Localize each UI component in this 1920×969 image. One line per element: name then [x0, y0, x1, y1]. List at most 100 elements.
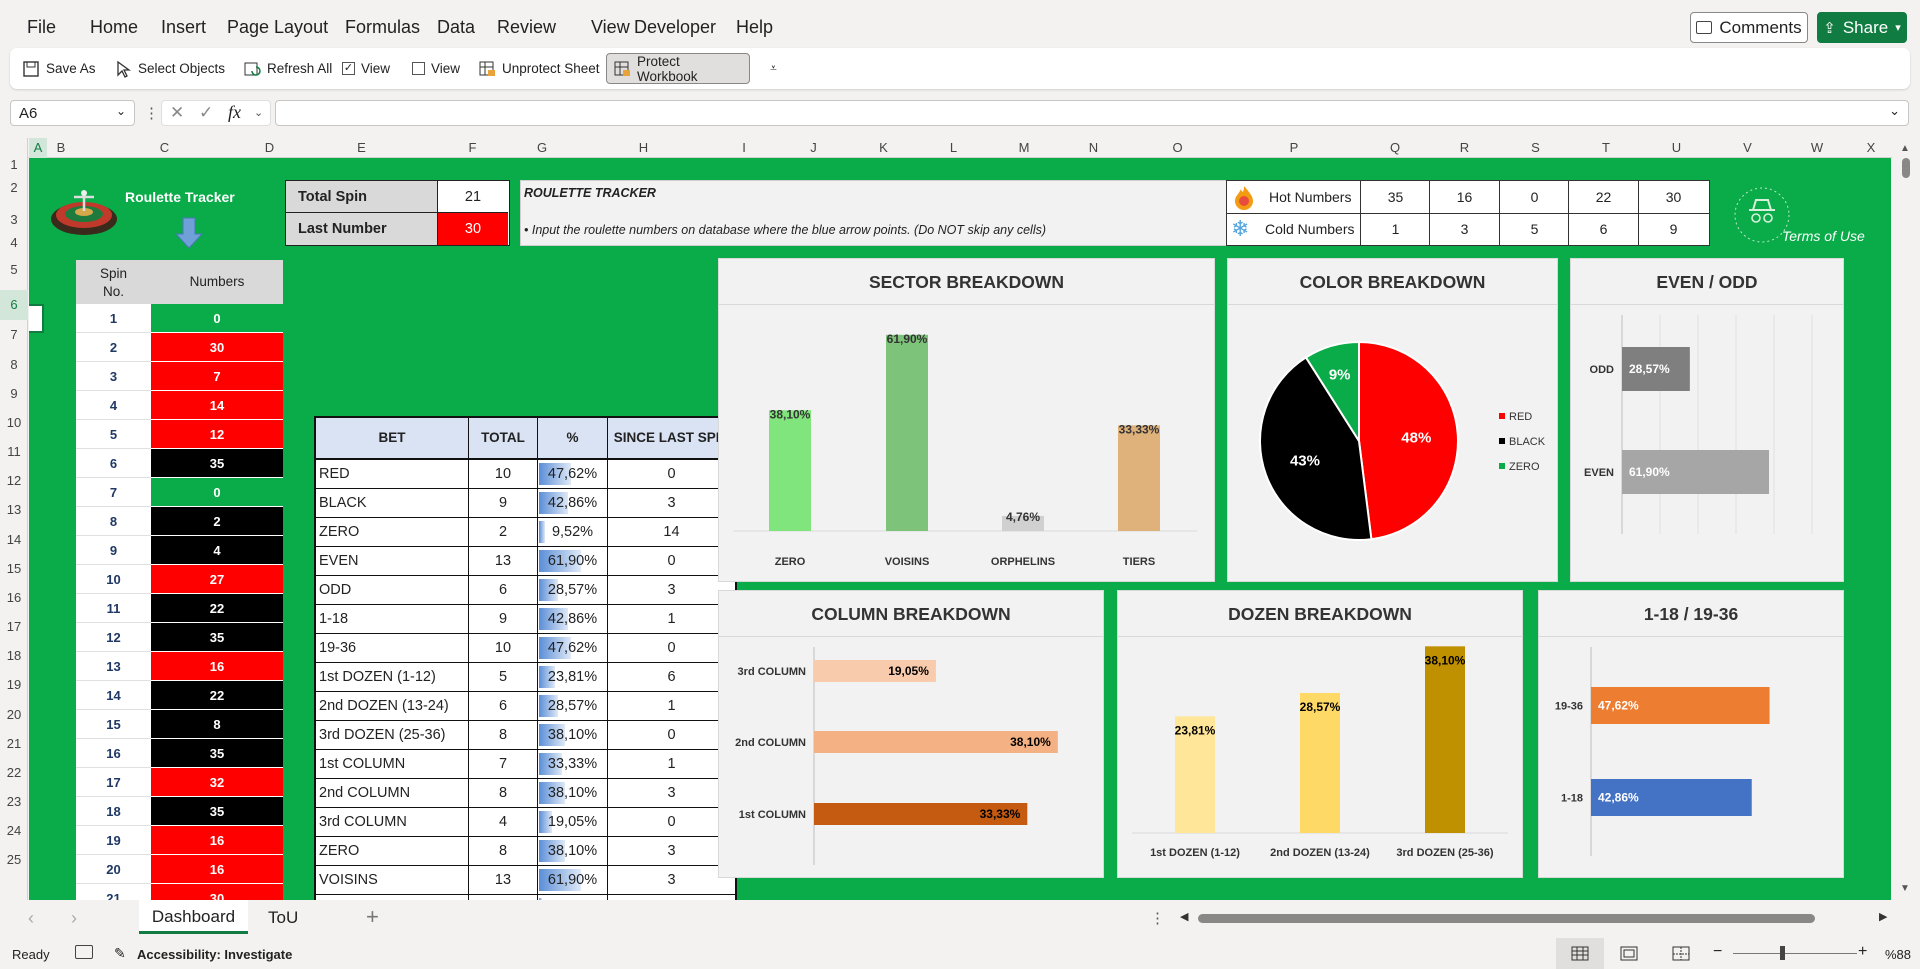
- page-layout-view-icon[interactable]: [1620, 946, 1638, 964]
- macro-record-icon[interactable]: [75, 945, 93, 959]
- menu-page-layout[interactable]: Page Layout: [227, 17, 329, 37]
- row-header-23[interactable]: 23: [6, 794, 22, 809]
- spin-result[interactable]: 35: [151, 623, 283, 652]
- row-header-18[interactable]: 18: [6, 648, 22, 663]
- share-button[interactable]: ⇪ Share ▾: [1817, 12, 1907, 43]
- save-as-button[interactable]: Save As: [16, 53, 102, 84]
- page-break-view-icon[interactable]: [1672, 946, 1690, 964]
- scroll-left-icon[interactable]: ◀: [1180, 911, 1189, 923]
- zoom-out-icon[interactable]: −: [1713, 943, 1723, 960]
- col-header-A[interactable]: A: [29, 138, 47, 158]
- row-header-6[interactable]: 6: [0, 290, 28, 320]
- spin-result[interactable]: 12: [151, 420, 283, 449]
- add-sheet-icon[interactable]: +: [366, 904, 379, 929]
- col-header-D[interactable]: D: [264, 140, 275, 155]
- comments-button[interactable]: Comments: [1690, 12, 1808, 43]
- expand-formula-icon[interactable]: ⌄: [1889, 103, 1900, 118]
- spin-result[interactable]: 8: [151, 710, 283, 739]
- vertical-scrollbar[interactable]: ▲ ▼: [1892, 138, 1920, 900]
- name-box[interactable]: A6 ⌄: [10, 100, 135, 126]
- scroll-up-icon[interactable]: ▲: [1900, 143, 1910, 154]
- spin-result[interactable]: 22: [151, 594, 283, 623]
- row-header-25[interactable]: 25: [6, 852, 22, 867]
- spin-result[interactable]: 16: [151, 652, 283, 681]
- row-header-2[interactable]: 2: [10, 180, 18, 195]
- col-header-F[interactable]: F: [468, 140, 477, 155]
- insert-function-icon[interactable]: fx: [228, 102, 241, 122]
- spin-result[interactable]: 7: [151, 362, 283, 391]
- menu-insert[interactable]: Insert: [161, 17, 207, 37]
- col-header-N[interactable]: N: [1088, 140, 1099, 155]
- col-header-P[interactable]: P: [1289, 140, 1299, 155]
- row-header-19[interactable]: 19: [6, 677, 22, 692]
- row-header-12[interactable]: 12: [6, 473, 22, 488]
- col-header-H[interactable]: H: [638, 140, 649, 155]
- spin-result[interactable]: 32: [151, 768, 283, 797]
- row-header-17[interactable]: 17: [6, 619, 22, 634]
- enter-icon[interactable]: ✓: [199, 103, 214, 122]
- view-checkbox[interactable]: View: [406, 53, 466, 84]
- col-header-C[interactable]: C: [159, 140, 170, 155]
- col-header-V[interactable]: V: [1743, 140, 1752, 155]
- scroll-down-icon[interactable]: ▼: [1900, 883, 1910, 894]
- spin-result[interactable]: 27: [151, 565, 283, 594]
- active-cell[interactable]: [29, 304, 44, 333]
- terms-of-use-link[interactable]: Terms of Use: [1782, 228, 1865, 244]
- menu-help[interactable]: Help: [736, 17, 774, 37]
- prev-sheet-icon[interactable]: ‹: [28, 908, 34, 928]
- col-header-O[interactable]: O: [1172, 140, 1183, 155]
- menu-file[interactable]: File: [27, 17, 57, 37]
- col-header-U[interactable]: U: [1671, 140, 1682, 155]
- select-all-corner[interactable]: [0, 138, 28, 158]
- row-header-15[interactable]: 15: [6, 561, 22, 576]
- chevron-down-icon[interactable]: ▾: [1895, 22, 1901, 34]
- col-header-S[interactable]: S: [1531, 140, 1540, 155]
- row-header-20[interactable]: 20: [6, 707, 22, 722]
- protect-workbook-button[interactable]: Protect Workbook: [606, 53, 750, 84]
- select-objects-button[interactable]: Select Objects: [108, 53, 231, 84]
- zoom-in-icon[interactable]: +: [1858, 943, 1868, 960]
- spin-result[interactable]: 0: [151, 478, 283, 507]
- col-header-R[interactable]: R: [1459, 140, 1470, 155]
- spin-result[interactable]: 4: [151, 536, 283, 565]
- col-header-M[interactable]: M: [1018, 140, 1030, 155]
- hscroll-thumb[interactable]: [1198, 914, 1815, 923]
- row-header-4[interactable]: 4: [10, 235, 18, 250]
- spin-result[interactable]: 30: [151, 333, 283, 362]
- row-header-16[interactable]: 16: [6, 590, 22, 605]
- formula-input[interactable]: ⌄: [275, 100, 1909, 126]
- row-header-24[interactable]: 24: [6, 823, 22, 838]
- spin-result[interactable]: 16: [151, 826, 283, 855]
- scroll-right-icon[interactable]: ▶: [1879, 911, 1888, 923]
- menu-view[interactable]: View: [591, 17, 630, 37]
- spin-result[interactable]: 0: [151, 304, 283, 333]
- refresh-all-button[interactable]: Refresh All: [237, 53, 338, 84]
- row-header-11[interactable]: 11: [7, 444, 21, 459]
- menu-home[interactable]: Home: [90, 17, 139, 37]
- menu-data[interactable]: Data: [437, 17, 476, 37]
- spin-result[interactable]: 35: [151, 797, 283, 826]
- menu-developer[interactable]: Developer: [634, 17, 717, 37]
- view-checkbox-checked[interactable]: ✓ View: [336, 53, 396, 84]
- row-header-10[interactable]: 10: [6, 415, 22, 430]
- spin-result[interactable]: 16: [151, 855, 283, 884]
- row-header-1[interactable]: 1: [10, 157, 18, 172]
- col-header-Q[interactable]: Q: [1389, 140, 1401, 155]
- menu-review[interactable]: Review: [497, 17, 557, 37]
- spin-result[interactable]: 30: [151, 884, 283, 900]
- col-header-L[interactable]: L: [949, 140, 958, 155]
- spin-result[interactable]: 14: [151, 391, 283, 420]
- row-header-21[interactable]: 21: [6, 736, 22, 751]
- row-header-22[interactable]: 22: [6, 765, 22, 780]
- zoom-slider-thumb[interactable]: [1780, 946, 1785, 960]
- tab-dashboard[interactable]: Dashboard: [139, 900, 248, 934]
- col-header-B[interactable]: B: [56, 140, 66, 155]
- ribbon-overflow-icon[interactable]: ⩡: [770, 61, 777, 75]
- row-header-14[interactable]: 14: [6, 532, 22, 547]
- menu-formulas[interactable]: Formulas: [345, 17, 421, 37]
- normal-view-button[interactable]: [1556, 938, 1604, 969]
- accessibility-status[interactable]: Accessibility: Investigate: [137, 947, 293, 962]
- row-header-5[interactable]: 5: [10, 262, 18, 277]
- tab-tou[interactable]: ToU: [268, 908, 299, 927]
- dashboard-sheet[interactable]: Roulette Tracker Total Spin 21 Last Numb…: [29, 158, 1891, 900]
